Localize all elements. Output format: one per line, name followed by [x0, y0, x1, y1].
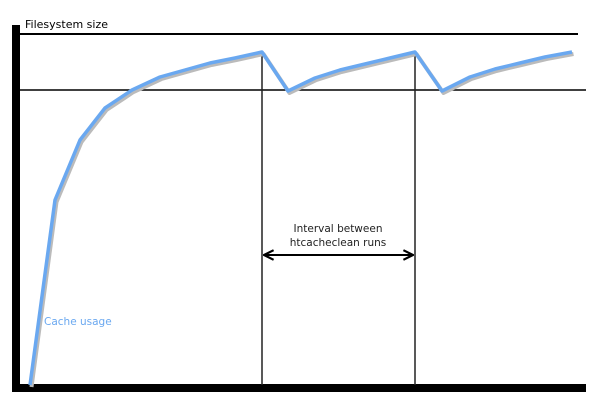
cache-usage-label: Cache usage — [44, 316, 112, 328]
y-axis-label: Filesystem size — [25, 18, 108, 31]
interval-label-line2: htcacheclean runs — [290, 237, 387, 249]
cache-usage-curve — [28, 50, 573, 386]
interval-label-line1: Interval between — [294, 223, 383, 235]
cache-usage-shadow — [29, 52, 574, 388]
y-axis — [12, 25, 20, 392]
x-axis — [12, 384, 586, 392]
